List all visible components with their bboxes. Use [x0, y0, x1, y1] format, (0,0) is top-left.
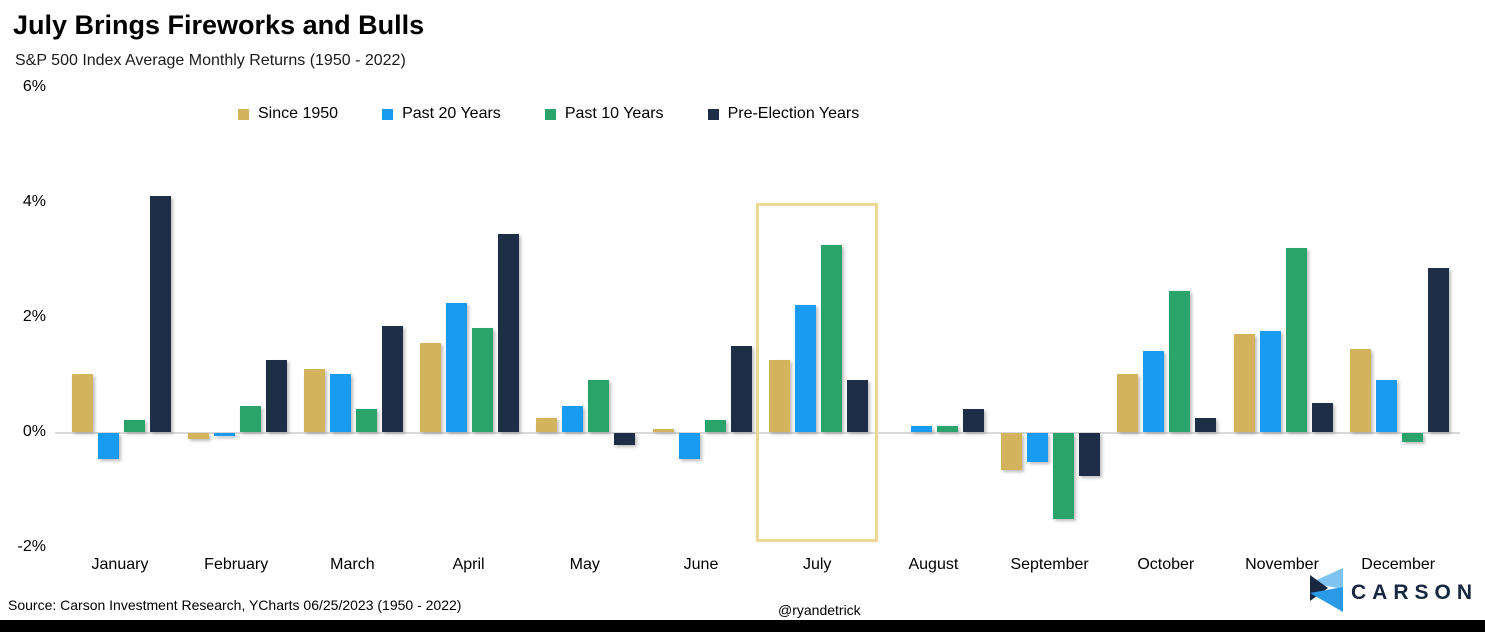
bar-past-10-years-august [937, 426, 958, 432]
x-axis-label: April [452, 556, 485, 573]
carson-logo-icon [1306, 568, 1344, 617]
bar-past-10-years-july [821, 245, 842, 432]
legend-swatch-icon [238, 108, 249, 120]
source-note: Source: Carson Investment Research, YCha… [8, 597, 462, 613]
bar-past-10-years-march [356, 409, 377, 432]
legend-swatch-icon [707, 108, 719, 120]
x-axis-label: May [569, 556, 600, 573]
legend-swatch-icon [544, 108, 556, 120]
legend-item: Since 1950 [238, 105, 338, 123]
bar-since-1950-february [188, 433, 209, 439]
bar-past-20-years-july [795, 305, 816, 432]
bottom-black-bar [0, 620, 1485, 632]
chart-subtitle: S&P 500 Index Average Monthly Returns (1… [15, 52, 406, 69]
legend-item: Past 10 Years [544, 105, 664, 123]
legend: Since 1950 Past 20 Years Past 10 Years Pre-… [238, 105, 859, 123]
bar-since-1950-march [304, 369, 325, 432]
bar-since-1950-may [536, 418, 557, 432]
x-axis-label: March [330, 556, 375, 573]
legend-label: Pre-Election Years [727, 105, 860, 122]
bar-pre-election-years-august [963, 409, 984, 432]
carson-logo: CARSON [1306, 568, 1478, 617]
x-axis-label: June [683, 556, 719, 573]
x-axis-label: December [1361, 556, 1436, 573]
page-title: July Brings Fireworks and Bulls [13, 10, 425, 40]
bar-past-10-years-october [1169, 291, 1190, 432]
july-highlight-box [756, 203, 879, 542]
bar-past-10-years-april [472, 328, 493, 432]
legend-swatch-icon [382, 108, 394, 120]
x-axis-label: January [91, 556, 149, 573]
x-axis-label: February [204, 556, 269, 573]
bar-past-10-years-february [240, 406, 261, 432]
y-axis-tick: -2% [17, 538, 46, 555]
bar-pre-election-years-july [847, 380, 868, 432]
carson-wordmark: CARSON [1351, 580, 1479, 604]
bar-past-20-years-may [562, 406, 583, 432]
bar-pre-election-years-may [614, 433, 635, 445]
bar-past-10-years-january [124, 420, 145, 432]
x-axis-label: July [802, 556, 832, 573]
bar-pre-election-years-december [1428, 268, 1449, 432]
bar-since-1950-june [653, 429, 674, 432]
legend-label: Past 20 Years [402, 105, 501, 122]
y-axis-tick: 0% [22, 423, 46, 440]
bar-past-20-years-september [1027, 433, 1048, 462]
legend-item: Pre-Election Years [707, 105, 860, 123]
bar-past-20-years-february [214, 433, 235, 436]
x-axis-label: August [908, 556, 959, 573]
y-axis-tick: 6% [22, 78, 46, 95]
y-axis-tick: 2% [22, 308, 46, 325]
bar-pre-election-years-january [150, 196, 171, 432]
bar-past-20-years-january [98, 433, 119, 459]
bar-pre-election-years-november [1312, 403, 1333, 432]
bar-pre-election-years-june [731, 346, 752, 432]
bar-since-1950-january [72, 374, 93, 432]
x-axis-label: September [1010, 556, 1089, 573]
legend-item: Past 20 Years [382, 105, 501, 123]
bar-past-10-years-december [1402, 433, 1423, 442]
twitter-handle: @ryandetrick [778, 602, 861, 618]
bar-pre-election-years-october [1195, 418, 1216, 432]
bar-since-1950-april [420, 343, 441, 432]
bar-pre-election-years-february [266, 360, 287, 432]
bar-since-1950-september [1001, 433, 1022, 470]
bar-pre-election-years-april [498, 234, 519, 432]
bar-past-20-years-december [1376, 380, 1397, 432]
bar-past-10-years-september [1053, 433, 1074, 519]
legend-label: Past 10 Years [564, 105, 664, 122]
bar-since-1950-november [1234, 334, 1255, 432]
bar-since-1950-july [769, 360, 790, 432]
x-axis-label: November [1245, 556, 1319, 573]
bar-past-10-years-may [588, 380, 609, 432]
bar-past-20-years-august [911, 426, 932, 432]
bar-past-20-years-april [446, 303, 467, 432]
bar-past-20-years-october [1143, 351, 1164, 432]
bar-since-1950-october [1117, 374, 1138, 432]
bar-past-20-years-november [1260, 331, 1281, 432]
bar-past-10-years-june [705, 420, 726, 432]
bar-past-20-years-march [330, 374, 351, 432]
bar-pre-election-years-march [382, 326, 403, 432]
bar-past-10-years-november [1286, 248, 1307, 432]
x-axis-label: October [1137, 556, 1195, 573]
y-axis-tick: 4% [22, 193, 46, 210]
legend-label: Since 1950 [258, 105, 339, 122]
bar-pre-election-years-september [1079, 433, 1100, 476]
bar-past-20-years-june [679, 433, 700, 459]
bar-since-1950-december [1350, 349, 1371, 432]
